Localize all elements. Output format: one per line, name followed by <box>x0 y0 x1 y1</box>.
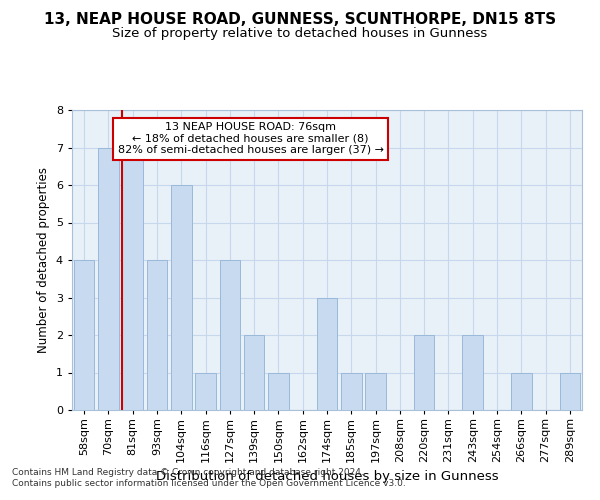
Y-axis label: Number of detached properties: Number of detached properties <box>37 167 50 353</box>
Bar <box>268 372 289 410</box>
Bar <box>220 260 240 410</box>
Bar <box>146 260 167 410</box>
Text: Contains HM Land Registry data © Crown copyright and database right 2024.
Contai: Contains HM Land Registry data © Crown c… <box>12 468 406 487</box>
Bar <box>511 372 532 410</box>
Bar <box>122 148 143 410</box>
Bar <box>74 260 94 410</box>
Bar <box>98 148 119 410</box>
Bar <box>171 185 191 410</box>
Text: 13 NEAP HOUSE ROAD: 76sqm
← 18% of detached houses are smaller (8)
82% of semi-d: 13 NEAP HOUSE ROAD: 76sqm ← 18% of detac… <box>118 122 383 155</box>
X-axis label: Distribution of detached houses by size in Gunness: Distribution of detached houses by size … <box>155 470 499 484</box>
Bar <box>365 372 386 410</box>
Bar <box>560 372 580 410</box>
Bar <box>341 372 362 410</box>
Bar <box>317 298 337 410</box>
Text: Size of property relative to detached houses in Gunness: Size of property relative to detached ho… <box>112 28 488 40</box>
Text: 13, NEAP HOUSE ROAD, GUNNESS, SCUNTHORPE, DN15 8TS: 13, NEAP HOUSE ROAD, GUNNESS, SCUNTHORPE… <box>44 12 556 28</box>
Bar <box>195 372 216 410</box>
Bar <box>463 335 483 410</box>
Bar <box>244 335 265 410</box>
Bar <box>414 335 434 410</box>
